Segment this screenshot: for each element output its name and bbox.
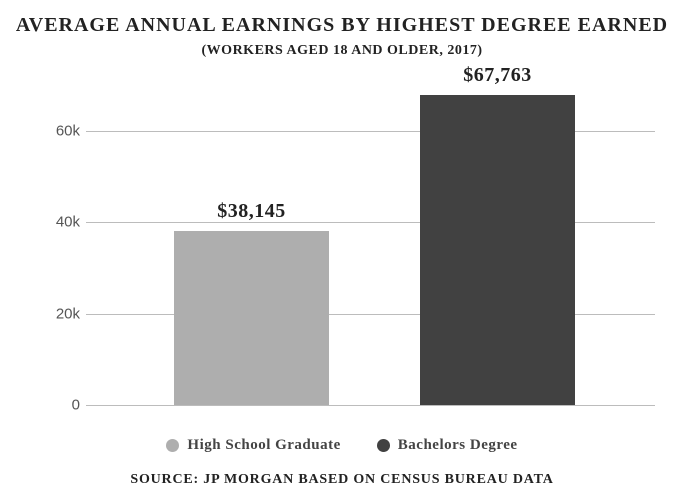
bar-value-label: $38,145: [152, 200, 352, 223]
bar: [420, 95, 575, 405]
legend-item: Bachelors Degree: [377, 437, 518, 454]
bar-value-label: $67,763: [398, 64, 598, 87]
plot-area: 020k40k60k$38,145$67,763: [60, 85, 655, 405]
gridline: [86, 405, 655, 406]
legend-swatch: [377, 439, 390, 452]
legend-label: High School Graduate: [187, 437, 340, 453]
chart-subtitle: (WORKERS AGED 18 AND OLDER, 2017): [0, 43, 684, 59]
source-text: SOURCE: JP MORGAN BASED ON CENSUS BUREAU…: [0, 472, 684, 488]
bar: [174, 231, 329, 405]
y-tick-label: 40k: [50, 214, 80, 231]
legend: High School Graduate Bachelors Degree: [0, 437, 684, 454]
chart-title: AVERAGE ANNUAL EARNINGS BY HIGHEST DEGRE…: [0, 0, 684, 37]
y-tick-label: 20k: [50, 305, 80, 322]
legend-swatch: [166, 439, 179, 452]
y-tick-label: 60k: [50, 122, 80, 139]
legend-item: High School Graduate: [166, 437, 340, 454]
legend-label: Bachelors Degree: [398, 437, 518, 453]
y-tick-label: 0: [50, 397, 80, 414]
